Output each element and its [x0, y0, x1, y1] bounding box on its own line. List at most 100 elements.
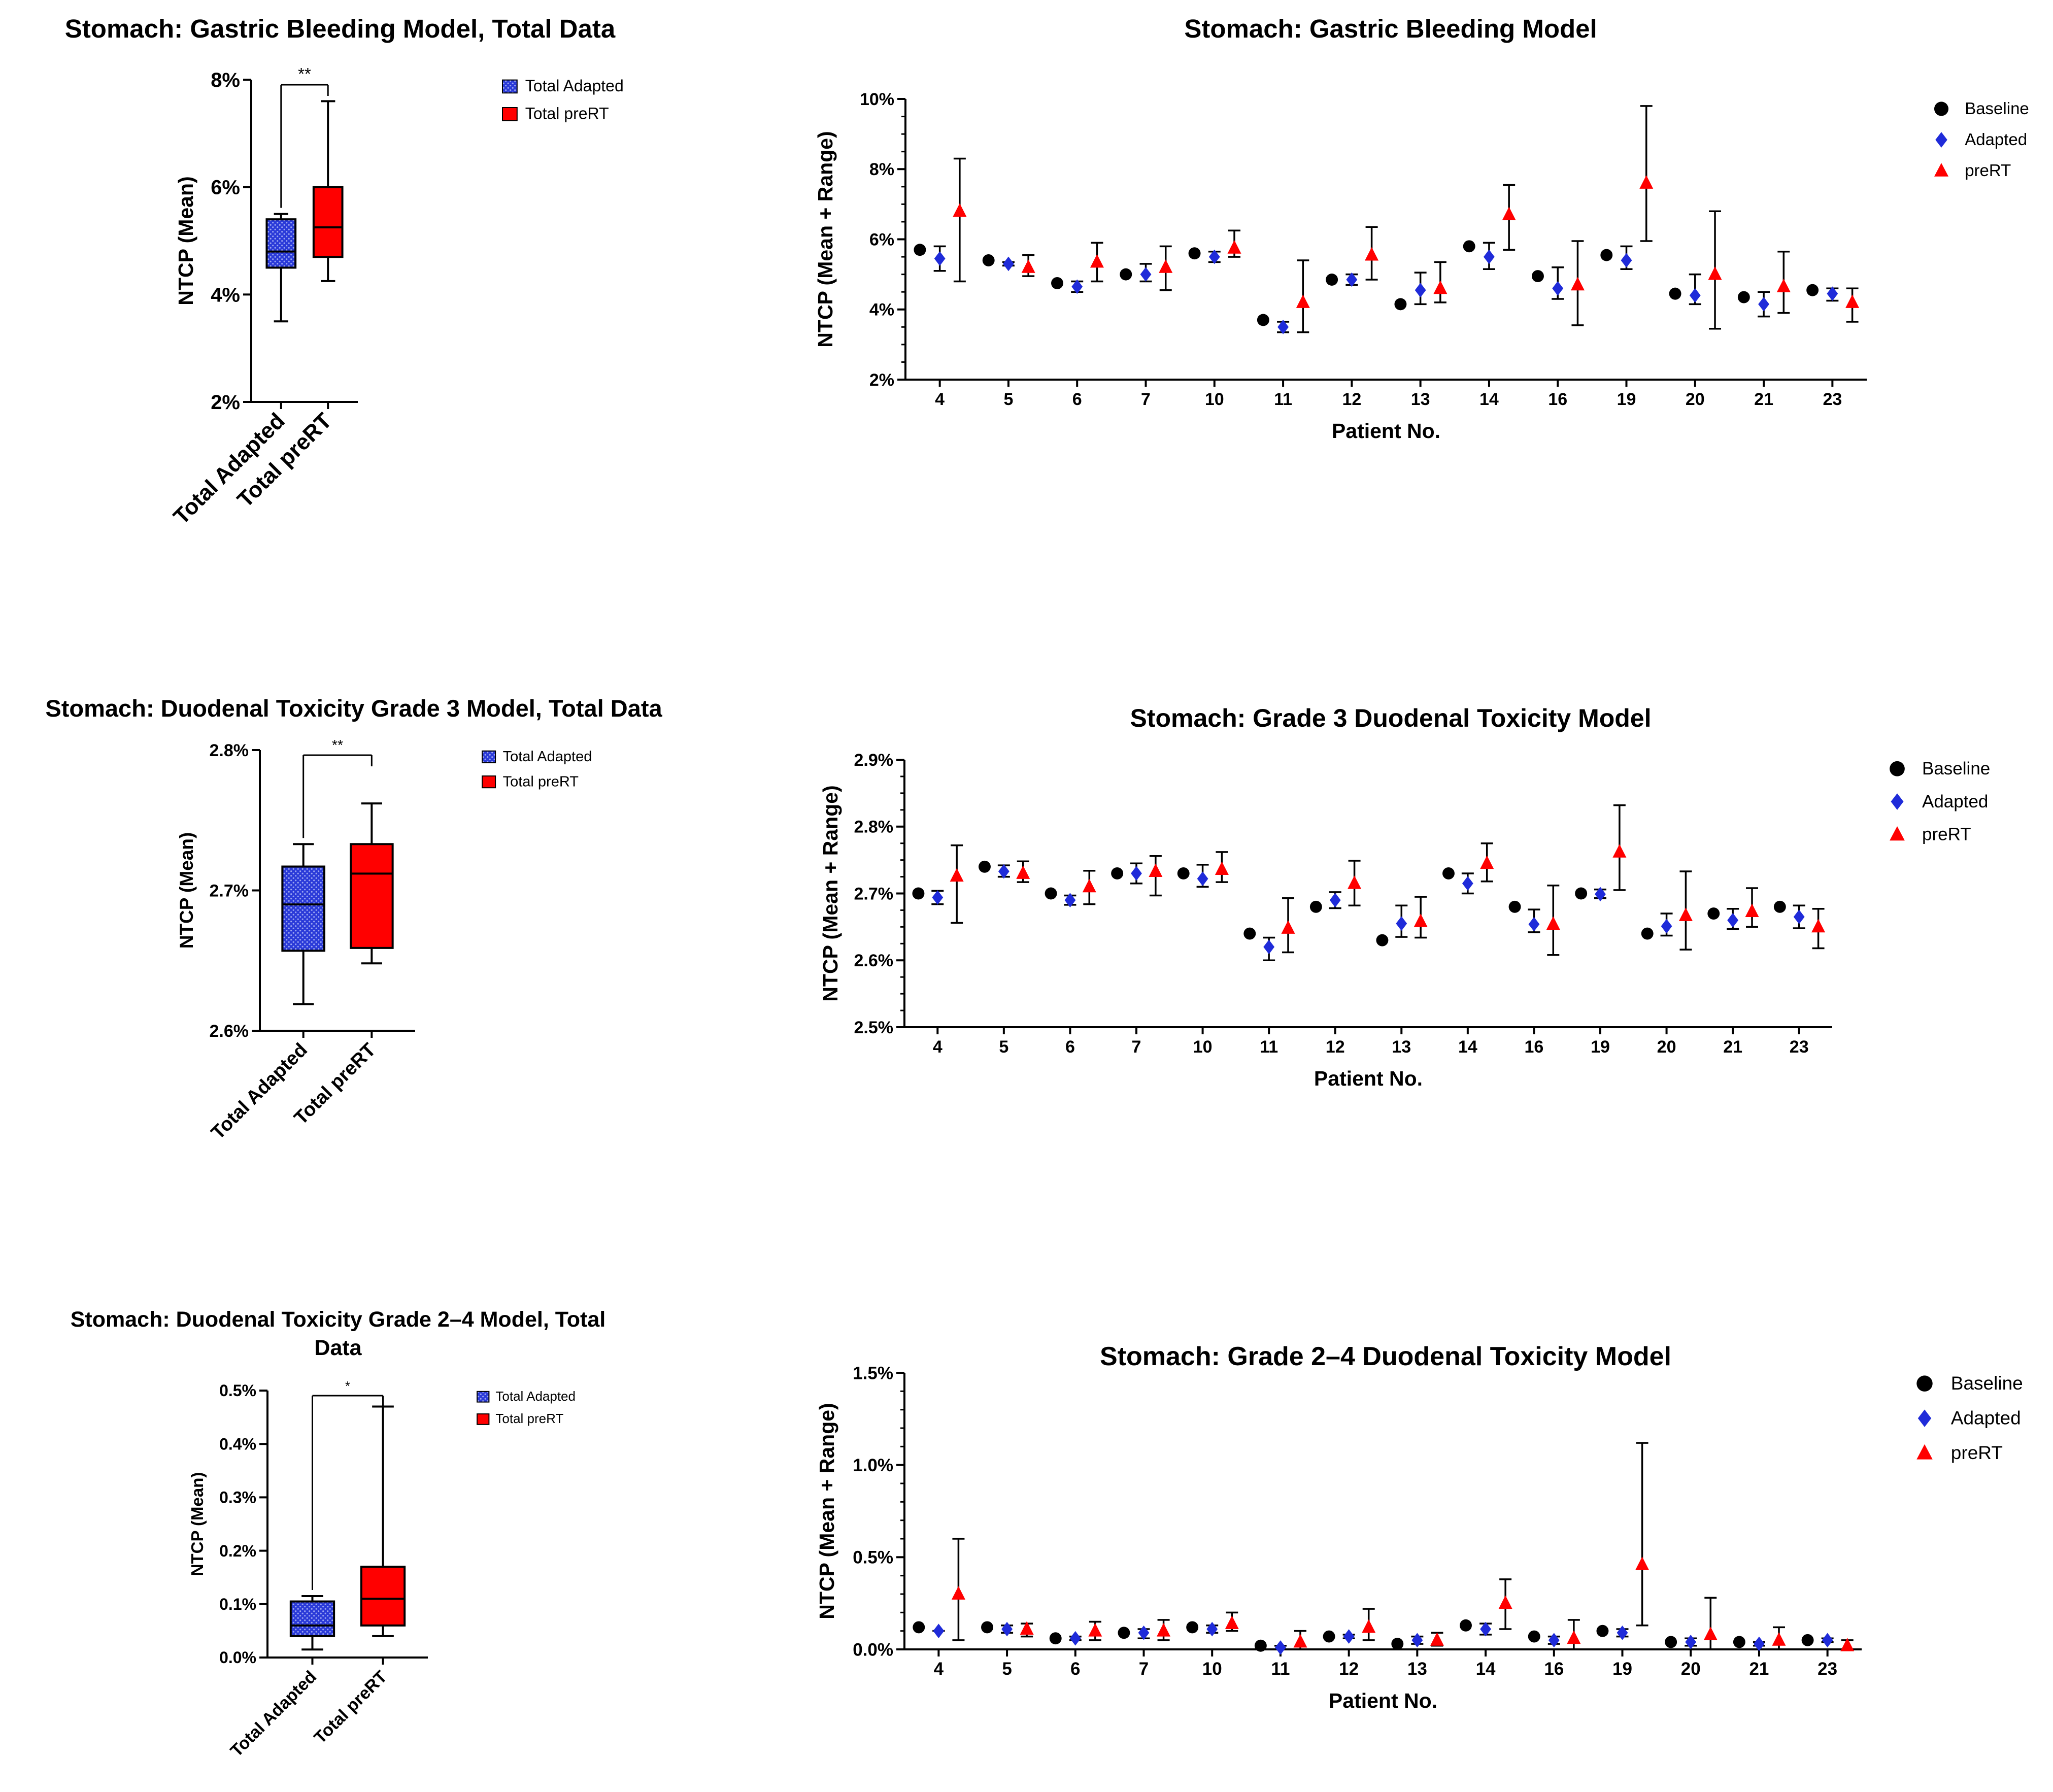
prert-point: [1570, 277, 1585, 291]
adapted-point: [1415, 283, 1426, 298]
box-iqr: [265, 218, 297, 269]
baseline-point: [1733, 1636, 1745, 1648]
box-chart-gb_box: Stomach: Gastric Bleeding Model, Total D…: [65, 14, 624, 529]
x-tick-label: 16: [1525, 1037, 1544, 1057]
x-tick-label: 13: [1407, 1659, 1427, 1679]
adapted-point: [1001, 1621, 1013, 1637]
prert-point: [1088, 1623, 1102, 1637]
x-tick-label: 16: [1548, 390, 1567, 409]
prert-point: [1635, 1557, 1650, 1570]
x-tick-label: 12: [1339, 1659, 1359, 1679]
box-total-adapted: [289, 1595, 335, 1651]
legend-label: Total preRT: [525, 104, 609, 122]
prert-point: [1215, 861, 1229, 875]
baseline-point: [1600, 249, 1613, 261]
baseline-point: [1596, 1625, 1609, 1637]
y-axis-label: NTCP (Mean + Range): [814, 131, 837, 347]
legend-marker-baseline: [1916, 1375, 1933, 1392]
significance-stars: **: [298, 64, 311, 83]
adapted-point: [1277, 320, 1289, 334]
legend-swatch: [502, 79, 518, 94]
prert-point: [1845, 294, 1860, 308]
y-tick-label: 1.5%: [853, 1363, 893, 1383]
baseline-point: [1508, 900, 1521, 913]
baseline-point: [1665, 1636, 1677, 1648]
adapted-point: [1480, 1621, 1491, 1637]
x-tick-label: 10: [1202, 1659, 1222, 1679]
adapted-point: [1140, 267, 1152, 282]
y-tick-label: 0.0%: [853, 1640, 893, 1660]
adapted-point: [1689, 288, 1701, 303]
legend-swatch: [477, 1413, 490, 1425]
x-tick-label: 13: [1411, 390, 1430, 409]
baseline-point: [1737, 291, 1750, 303]
prert-point: [1703, 1627, 1718, 1640]
adapted-point: [1484, 249, 1495, 264]
prert-point: [1157, 1623, 1171, 1637]
baseline-point: [1254, 1639, 1267, 1652]
baseline-point: [1575, 887, 1588, 900]
chart-title: Stomach: Grade 3 Duodenal Toxicity Model: [1130, 704, 1651, 732]
y-tick-label: 2%: [869, 370, 894, 390]
box-chart-d24_box: Stomach: Duodenal Toxicity Grade 2–4 Mod…: [71, 1307, 606, 1761]
adapted-point: [998, 864, 1009, 879]
legend-label: Total preRT: [495, 1411, 563, 1426]
prert-point: [1811, 919, 1826, 933]
baseline-point: [1669, 287, 1681, 300]
chart-title: Stomach: Gastric Bleeding Model, Total D…: [65, 14, 616, 43]
baseline-point: [1376, 934, 1389, 946]
y-tick-label: 1.0%: [853, 1456, 893, 1475]
y-tick-label: 10%: [860, 90, 894, 109]
x-tick-label: 14: [1479, 390, 1499, 409]
box-chart-d3_box: Stomach: Duodenal Toxicity Grade 3 Model…: [45, 695, 662, 1144]
x-tick-label: 6: [1065, 1037, 1075, 1057]
legend-label: Baseline: [1951, 1373, 2023, 1394]
adapted-point: [1263, 939, 1275, 955]
x-tick-label: 19: [1612, 1659, 1632, 1679]
prert-point: [1772, 1632, 1786, 1646]
baseline-point: [1463, 240, 1475, 253]
prert-point: [1090, 254, 1104, 268]
chart-title: Stomach: Duodenal Toxicity Grade 2–4 Mod…: [71, 1307, 606, 1332]
baseline-point: [1257, 314, 1269, 326]
adapted-point: [1793, 909, 1805, 924]
prert-point: [1430, 1632, 1444, 1646]
y-axis-label: NTCP (Mean): [188, 1472, 207, 1576]
baseline-point: [912, 887, 925, 900]
x-tick-label: 10: [1205, 390, 1224, 409]
box-total-prert: [350, 802, 394, 965]
prert-point: [950, 868, 964, 882]
baseline-point: [913, 1621, 925, 1634]
adapted-point: [1343, 1629, 1355, 1644]
significance-stars: *: [345, 1379, 350, 1394]
legend-label: Adapted: [1951, 1407, 2021, 1428]
y-tick-label: 0.3%: [219, 1489, 256, 1507]
x-category-label: Total Adapted: [207, 1039, 312, 1144]
baseline-point: [1323, 1630, 1335, 1643]
legend-label: preRT: [1965, 161, 2011, 180]
adapted-point: [1552, 281, 1564, 296]
x-tick-label: 21: [1749, 1659, 1769, 1679]
adapted-point: [1827, 286, 1838, 301]
baseline-point: [1326, 274, 1338, 286]
baseline-point: [1532, 270, 1544, 283]
baseline-point: [1391, 1638, 1404, 1650]
prert-point: [1745, 903, 1759, 917]
x-tick-label: 21: [1754, 390, 1773, 409]
y-tick-label: 0.1%: [219, 1595, 256, 1613]
baseline-point: [1188, 247, 1201, 260]
y-tick-label: 6%: [211, 177, 240, 199]
prert-point: [1639, 175, 1654, 189]
prert-point: [1433, 280, 1448, 294]
y-tick-label: 2%: [211, 391, 240, 414]
x-tick-label: 7: [1132, 1037, 1141, 1057]
y-tick-label: 0.5%: [219, 1381, 256, 1400]
y-axis-label: NTCP (Mean): [176, 832, 197, 949]
baseline-point: [1528, 1630, 1540, 1643]
y-tick-label: 0.0%: [219, 1648, 256, 1667]
prert-point: [1159, 259, 1173, 273]
prert-point: [1021, 259, 1035, 273]
baseline-point: [1442, 867, 1455, 880]
y-tick-label: 8%: [869, 160, 894, 179]
